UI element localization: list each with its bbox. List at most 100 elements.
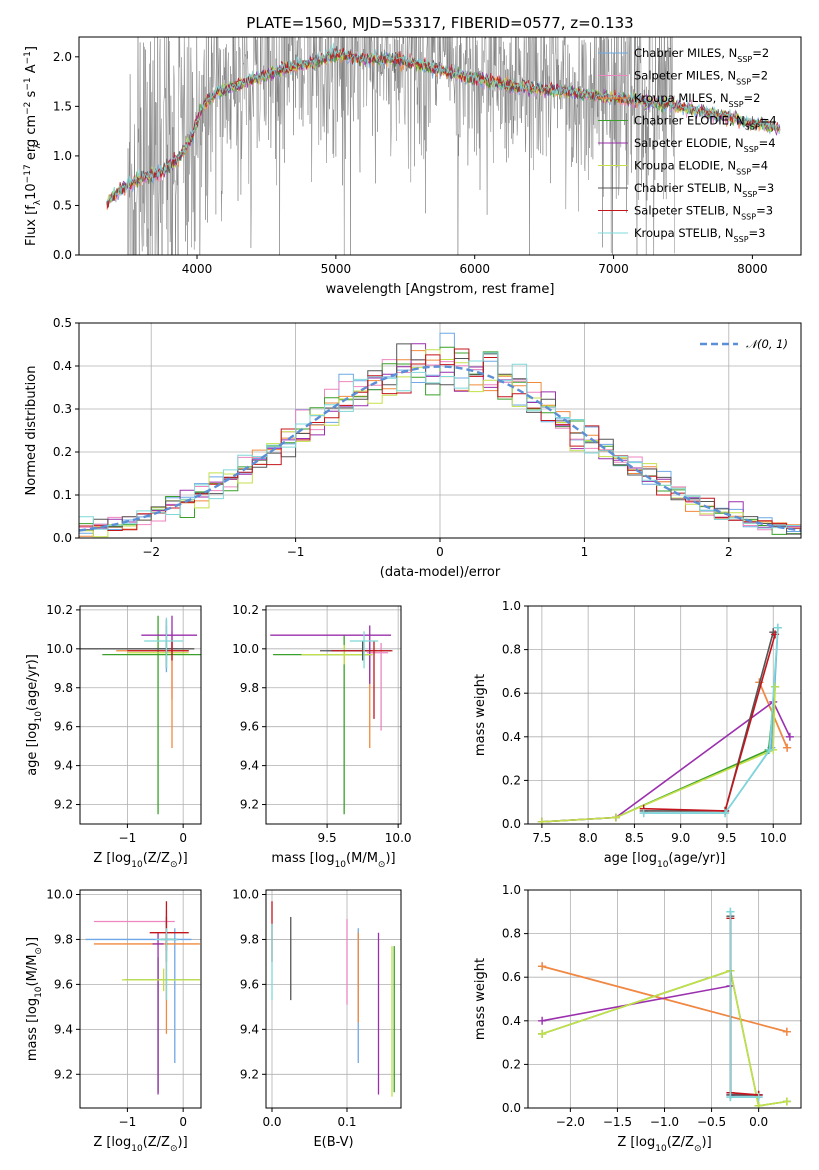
x-tick-label: 9.0 <box>671 831 690 845</box>
y-tick-label: 9.4 <box>54 1022 73 1036</box>
weight-marker <box>639 809 648 818</box>
legend-entry: Kroupa MILES, NSSP=2 <box>634 91 760 109</box>
weight-marker <box>538 1016 547 1025</box>
y-tick-label: 0.5 <box>53 198 72 212</box>
label-part: Z [log <box>93 1135 131 1150</box>
x-axis-label: wavelength [Angstrom, rest frame] <box>326 282 555 297</box>
x-axis-label: Z [log10(Z/Z⊙)] <box>617 1135 711 1154</box>
label-part: mass weight <box>473 958 488 1040</box>
x-tick-label: 0 <box>179 831 187 845</box>
label-part: −17 <box>23 164 33 183</box>
weight-line-0 <box>729 911 759 1098</box>
weight-line-4 <box>541 700 791 823</box>
x-tick-label: −1.5 <box>603 1115 632 1129</box>
label-part: wavelength [Angstrom, rest frame] <box>326 282 555 297</box>
label-part: =4 <box>760 114 777 128</box>
x-axis-label: mass [log10(M/M⊙)] <box>271 851 395 870</box>
weight-marker <box>538 962 547 971</box>
legend-entry: 𝒩(0, 1) <box>746 337 788 351</box>
label-part: 10 <box>24 183 39 200</box>
y-tick-label: 1.5 <box>53 99 72 113</box>
panel-spectrum: 4000 5000 6000 7000 8000 0.0 0.5 1.0 1.5 2.0 wavel… <box>23 36 802 297</box>
weight-marker <box>538 1029 547 1038</box>
label-part: −1 <box>23 77 33 90</box>
x-tick-label: 5000 <box>321 262 352 276</box>
x-tick-label: −1 <box>287 545 305 559</box>
label-part: E(B-V) <box>313 1135 353 1150</box>
label-part: SSP <box>737 55 752 64</box>
label-part: −2 <box>23 102 33 115</box>
panel-z-weight: −2.0 −1.5 −1.0 −0.5 0.0 0.0 0.2 0.4 0.6 0.8 1.0 Z [… <box>473 883 802 1154</box>
label-part: )] <box>385 851 395 866</box>
weight-line-5 <box>541 969 788 1107</box>
y-tick-label: 9.2 <box>240 1067 259 1081</box>
legend-entry: Chabrier MILES, NSSP=2 <box>634 46 769 64</box>
weight-line-8 <box>729 911 759 1098</box>
label-part: −1 <box>23 51 33 64</box>
weight-marker <box>783 743 792 752</box>
legend-entry: Chabrier ELODIE, NSSP=4 <box>634 114 777 132</box>
label-part: )] <box>178 1135 188 1150</box>
label-part: mass [log <box>271 851 334 866</box>
label-part: mass [log <box>25 998 40 1061</box>
y-tick-label: 9.4 <box>54 759 73 773</box>
label-part: age [log <box>25 723 40 776</box>
label-part: 10 <box>131 1144 143 1154</box>
x-tick-label: 4000 <box>182 262 213 276</box>
label-part: =2 <box>751 69 768 83</box>
y-tick-label: 0.2 <box>502 773 521 787</box>
y-tick-label: 9.8 <box>54 932 73 946</box>
plot-area <box>80 615 201 815</box>
y-tick-label: 1.0 <box>53 149 72 163</box>
label-part: λ <box>33 143 43 149</box>
y-tick-label: 9.2 <box>240 798 259 812</box>
plot-area <box>79 332 801 538</box>
axes-frame <box>527 605 802 825</box>
x-tick-label: 8000 <box>737 262 768 276</box>
x-tick-label: 7000 <box>598 262 629 276</box>
y-tick-label: 0.1 <box>53 488 72 502</box>
panel-age-weight: 7.5 8.0 8.5 9.0 9.5 10.0 0.0 0.2 0.4 0.6 0.8 1.0 age… <box>473 599 802 870</box>
label-part: SSP <box>742 190 757 199</box>
y-axis-label: Normed distribution <box>24 366 39 496</box>
panel-z-age: −1 09.29.49.69.810.010.2Z [log10(Z/Z⊙)]ag… <box>25 603 202 870</box>
weight-line-8 <box>643 627 779 814</box>
label-part: A <box>24 64 39 77</box>
x-tick-label: 0.0 <box>262 1115 281 1129</box>
weight-line-2 <box>758 681 788 749</box>
x-tick-label: 9.5 <box>717 831 736 845</box>
plot-area <box>537 623 794 824</box>
y-tick-label: 9.2 <box>54 1067 73 1081</box>
weight-line-5 <box>541 686 776 823</box>
weight-marker <box>785 732 794 741</box>
y-tick-label: 0.4 <box>53 359 72 373</box>
plot-area <box>538 907 791 1108</box>
weight-line-4 <box>541 984 759 1096</box>
y-axis-label: λ <box>33 143 43 149</box>
axes-frame <box>265 605 402 825</box>
panel-mass-age: 9.5 10.0 9.2 9.4 9.6 9.8 10.0 10.2 mass [log10(M… <box>232 603 411 870</box>
label-part: (M/M <box>346 851 378 866</box>
weight-marker <box>611 813 620 822</box>
weight-line-7 <box>643 634 776 812</box>
label-part: erg cm <box>24 115 39 164</box>
y-tick-label: 2.0 <box>53 50 72 64</box>
label-part: 10 <box>657 860 669 870</box>
x-axis-label: (data-model)/error <box>380 565 501 580</box>
x-tick-label: −0.5 <box>697 1115 726 1129</box>
x-tick-label: −2 <box>142 545 160 559</box>
label-part: SSP <box>729 100 744 109</box>
y-tick-label: 0.4 <box>502 1014 521 1028</box>
label-part: 10 <box>34 986 44 998</box>
label-part: 10 <box>34 711 44 723</box>
x-tick-label: −1.0 <box>650 1115 679 1129</box>
plot-area <box>271 901 395 1097</box>
y-tick-label: 0.4 <box>502 730 521 744</box>
y-tick-label: 10.0 <box>232 887 259 901</box>
histogram-step-8 <box>79 352 801 530</box>
label-part: =3 <box>757 181 774 195</box>
label-part: ⊙ <box>694 1144 702 1154</box>
weight-marker <box>721 809 730 818</box>
weight-marker <box>773 623 782 632</box>
